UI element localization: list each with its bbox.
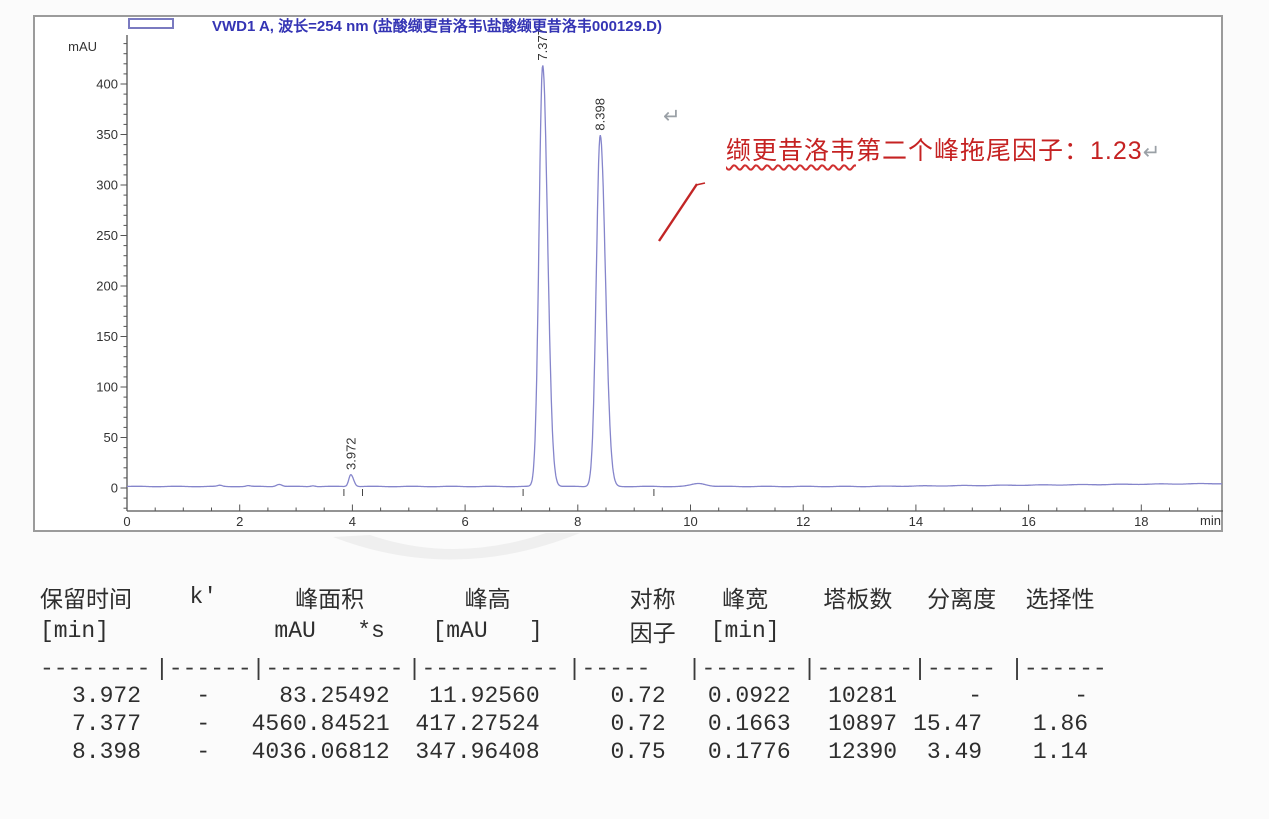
table-row: 7.377 - 4560.84521 417.27524 0.72 0.1663… (71, 711, 1089, 737)
svg-text:150: 150 (96, 329, 118, 344)
signal-title: VWD1 A, 波长=254 nm (盐酸缬更昔洛韦\盐酸缬更昔洛韦000129… (212, 18, 662, 35)
col-symmetry-unit: 因子 (629, 622, 676, 648)
svg-text:14: 14 (909, 514, 923, 529)
col-selectivity: 选择性 (1025, 588, 1095, 614)
svg-text:8.398: 8.398 (593, 98, 608, 131)
svg-text:50: 50 (104, 430, 118, 445)
table-separator-row: -------- |------ |---------- |----------… (40, 656, 1107, 682)
svg-text:6: 6 (461, 514, 468, 529)
svg-text:300: 300 (96, 178, 118, 193)
col-peak-area: 峰面积 (295, 588, 365, 614)
table-row: 8.398 - 4036.06812 347.96408 0.75 0.1776… (71, 739, 1089, 765)
legend-swatch (128, 18, 174, 29)
annotation-return-mark: ↵ (1142, 141, 1161, 164)
annotation-underlined-text: 缬更昔洛韦 (726, 137, 857, 165)
col-resolution: 分离度 (927, 588, 997, 614)
col-symmetry: 对称 (629, 588, 676, 614)
svg-text:2: 2 (236, 514, 243, 529)
svg-text:8: 8 (574, 514, 581, 529)
col-peak-area-unit: mAU *s (274, 618, 385, 644)
svg-text:0: 0 (111, 481, 118, 496)
svg-text:4: 4 (349, 514, 356, 529)
col-retention-time: 保留时间 (40, 588, 132, 614)
col-peak-height: 峰高 (464, 588, 511, 614)
svg-text:100: 100 (96, 380, 118, 395)
col-peak-width: 峰宽 (722, 588, 769, 614)
table-header-row-1: 保留时间 k' 峰面积 峰高 对称 峰宽 塔板数 分离度 选择性 (40, 580, 1110, 614)
svg-text:350: 350 (96, 127, 118, 142)
svg-text:200: 200 (96, 279, 118, 294)
table-row: 3.972 - 83.25492 11.92560 0.72 0.0922 10… (71, 683, 1089, 709)
annotation-text: 第二个峰拖尾因子：1.23 (856, 137, 1143, 165)
col-peak-height-unit: [mAU ] (432, 618, 543, 644)
svg-text:3.972: 3.972 (343, 437, 358, 470)
svg-text:10: 10 (683, 514, 697, 529)
svg-text:18: 18 (1134, 514, 1148, 529)
table-header-row-2: [min] mAU *s [mAU ] 因子 [min] (40, 614, 1110, 648)
annotation-tailing-factor: 缬更昔洛韦第二个峰拖尾因子：1.23↵ (726, 131, 1160, 167)
peak-results-table: 保留时间 k' 峰面积 峰高 对称 峰宽 塔板数 分离度 选择性 [min] m… (40, 580, 1110, 766)
y-axis-unit-label: mAU (68, 39, 97, 54)
col-k: k' (189, 584, 218, 610)
svg-text:12: 12 (796, 514, 810, 529)
chart-frame (33, 15, 1223, 532)
svg-text:400: 400 (96, 77, 118, 92)
paragraph-return-mark: ↵ (663, 105, 681, 128)
svg-text:7.377: 7.377 (535, 28, 550, 61)
svg-text:250: 250 (96, 228, 118, 243)
col-plates: 塔板数 (823, 588, 893, 614)
svg-text:16: 16 (1021, 514, 1035, 529)
svg-text:0: 0 (123, 514, 130, 529)
x-axis-unit-label: min (1200, 513, 1221, 528)
col-peak-width-unit: [min] (710, 618, 780, 644)
col-retention-time-unit: [min] (40, 618, 110, 644)
